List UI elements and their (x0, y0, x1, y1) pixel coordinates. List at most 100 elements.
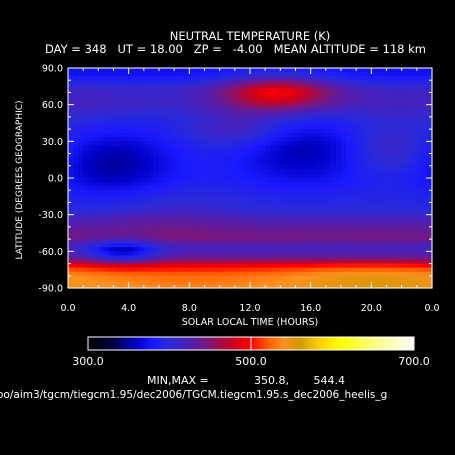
heatmap-cell (250, 72, 256, 77)
heatmap-cell (411, 198, 418, 204)
heatmap-cell (108, 275, 115, 281)
heatmap-cell (214, 169, 221, 175)
heatmap-cell (356, 267, 362, 273)
heatmap-cell (361, 68, 367, 73)
chart-title: NEUTRAL TEMPERATURE (K) (170, 29, 331, 43)
heatmap-cell (184, 218, 190, 224)
heatmap-cell (164, 230, 170, 236)
heatmap-cell (320, 133, 327, 138)
heatmap-cell (133, 190, 140, 195)
heatmap-cell (260, 218, 266, 224)
heatmap-cell (341, 125, 347, 130)
heatmap-cell (239, 247, 246, 252)
heatmap-cell (426, 218, 433, 224)
heatmap-cell (401, 157, 408, 163)
heatmap-cell (78, 194, 84, 199)
heatmap-cell (73, 173, 79, 179)
heatmap-cell (366, 149, 372, 155)
heatmap-cell (406, 255, 413, 261)
heatmap-cell (239, 230, 246, 236)
heatmap-cell (93, 104, 99, 110)
heatmap-cell (330, 88, 337, 94)
heatmap-cell (270, 267, 276, 273)
heatmap-cell (285, 76, 292, 81)
heatmap-cell (320, 243, 327, 248)
heatmap-cell (194, 283, 201, 289)
heatmap-cell (93, 137, 99, 142)
heatmap-cell (194, 141, 201, 146)
heatmap-cell (391, 141, 398, 146)
heatmap-cell (325, 251, 332, 256)
heatmap-cell (108, 239, 115, 244)
heatmap-cell (255, 165, 261, 171)
heatmap-cell (270, 275, 276, 281)
heatmap-cell (113, 210, 120, 216)
heatmap-cell (265, 279, 271, 285)
heatmap-cell (148, 173, 155, 179)
heatmap-cell (138, 190, 145, 195)
heatmap-cell (361, 96, 367, 102)
heatmap-cell (351, 129, 357, 134)
heatmap-cell (341, 182, 347, 187)
heatmap-cell (280, 92, 286, 98)
heatmap-cell (199, 243, 206, 248)
heatmap-cell (320, 251, 327, 256)
heatmap-cell (391, 279, 398, 285)
heatmap-cell (325, 125, 332, 130)
heatmap-cell (310, 125, 317, 130)
heatmap-cell (68, 76, 74, 81)
heatmap-cell (270, 202, 276, 208)
heatmap-cell (244, 255, 251, 261)
heatmap-cell (153, 149, 160, 155)
heatmap-cell (229, 198, 236, 204)
heatmap-cell (295, 251, 302, 256)
heatmap-cell (68, 120, 74, 126)
heatmap-cell (330, 157, 337, 163)
heatmap-cell (113, 173, 120, 179)
heatmap-cell (88, 230, 94, 236)
heatmap-cell (351, 120, 357, 126)
heatmap-cell (143, 88, 150, 94)
heatmap-cell (416, 108, 423, 114)
heatmap-cell (285, 263, 292, 269)
heatmap-cell (234, 178, 241, 183)
heatmap-cell (229, 259, 236, 265)
heatmap-cell (93, 153, 99, 159)
heatmap-cell (320, 275, 327, 281)
heatmap-cell (118, 214, 125, 220)
heatmap-cell (209, 255, 216, 261)
colorbar-swatch (136, 337, 140, 350)
heatmap-cell (199, 173, 206, 179)
heatmap-cell (244, 206, 251, 212)
heatmap-cell (386, 100, 393, 106)
heatmap-cell (153, 100, 160, 106)
heatmap-cell (401, 116, 408, 122)
heatmap-cell (260, 263, 266, 269)
heatmap-cell (179, 165, 185, 171)
heatmap-cell (244, 145, 251, 151)
heatmap-cell (416, 88, 423, 94)
heatmap-cell (229, 218, 236, 224)
heatmap-cell (214, 194, 221, 199)
heatmap-cell (174, 267, 180, 273)
heatmap-cell (128, 222, 135, 228)
heatmap-cell (174, 68, 180, 73)
heatmap-cell (325, 210, 332, 216)
heatmap-cell (346, 112, 352, 118)
heatmap-cell (194, 120, 201, 126)
heatmap-cell (411, 96, 418, 102)
heatmap-cell (325, 80, 332, 85)
heatmap-cell (133, 92, 140, 98)
heatmap-cell (270, 283, 276, 289)
heatmap-cell (320, 186, 327, 191)
heatmap-cell (199, 72, 206, 77)
heatmap-cell (234, 157, 241, 163)
heatmap-cell (320, 235, 327, 240)
heatmap-cell (391, 178, 398, 183)
heatmap-cell (295, 96, 302, 102)
heatmap-cell (275, 210, 281, 216)
heatmap-cell (138, 178, 145, 183)
heatmap-cell (189, 137, 195, 142)
heatmap-cell (153, 235, 160, 240)
heatmap-cell (320, 149, 327, 155)
